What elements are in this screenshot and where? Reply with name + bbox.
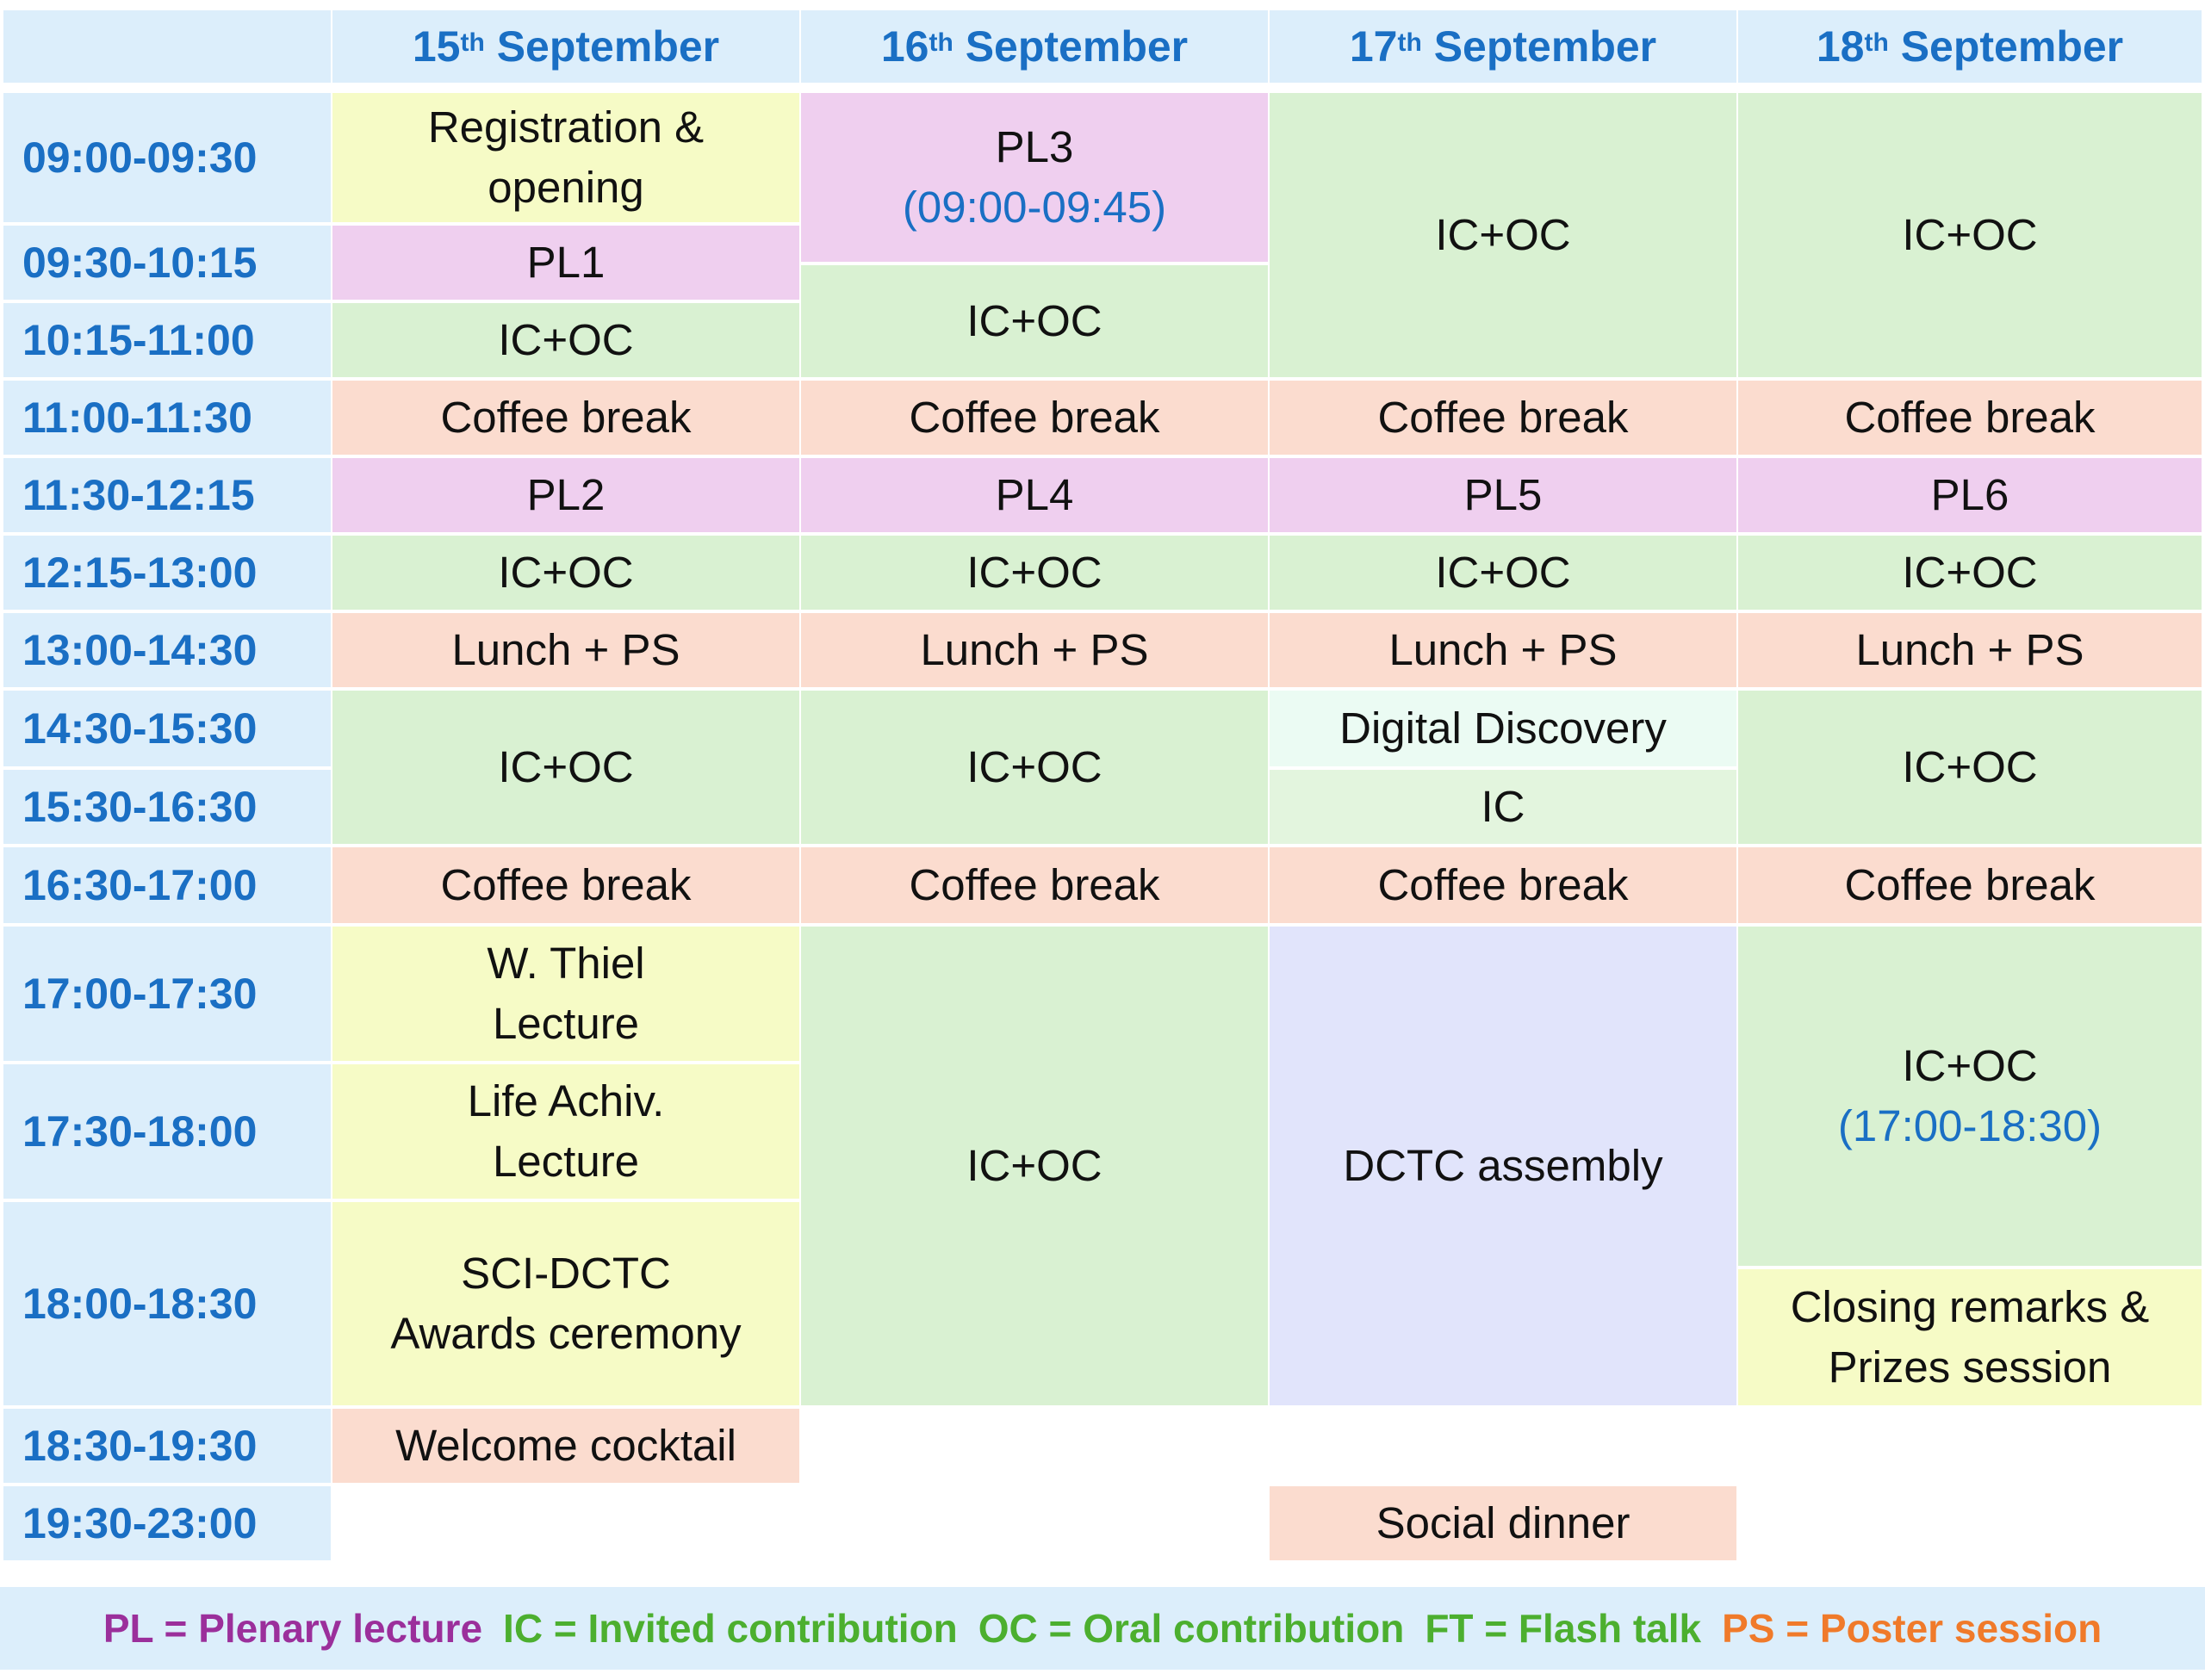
session-coffee-break: Coffee break	[1738, 381, 2202, 455]
legend-ps: PS = Poster session	[1722, 1606, 2103, 1651]
session-icoc: IC+OC	[1738, 536, 2202, 610]
session-coffee-break: Coffee break	[1270, 847, 1736, 923]
time-slot: 11:00-11:30	[3, 381, 331, 455]
session-line: Lecture	[492, 999, 640, 1048]
session-thiel-lecture: W. Thiel Lecture	[332, 927, 799, 1061]
session-time-note: (09:00-09:45)	[902, 183, 1167, 232]
header-corner	[3, 10, 331, 83]
session-line: Prizes session	[1828, 1342, 2112, 1392]
day-number: 18	[1816, 22, 1865, 71]
session-ic: IC	[1270, 770, 1736, 844]
time-slot: 17:30-18:00	[3, 1064, 331, 1199]
session-coffee-break: Coffee break	[801, 847, 1268, 923]
session-line: Registration &	[427, 102, 705, 152]
session-icoc: IC+OC	[1738, 93, 2202, 377]
session-closing-remarks: Closing remarks & Prizes session	[1738, 1269, 2202, 1405]
session-icoc: IC+OC	[801, 536, 1268, 610]
session-life-achievement-lecture: Life Achiv. Lecture	[332, 1064, 799, 1199]
time-slot: 14:30-15:30	[3, 691, 331, 766]
session-line: Life Achiv.	[467, 1076, 665, 1125]
session-line: SCI-DCTC	[461, 1249, 671, 1298]
session-icoc: IC+OC	[801, 265, 1268, 377]
session-coffee-break: Coffee break	[332, 847, 799, 923]
session-icoc: IC+OC	[332, 303, 799, 377]
session-icoc: IC+OC (17:00-18:30)	[1738, 927, 2202, 1266]
session-lunch: Lunch + PS	[332, 613, 799, 687]
session-pl3: PL3 (09:00-09:45)	[801, 93, 1268, 262]
session-icoc: IC+OC	[1270, 93, 1736, 377]
session-icoc: IC+OC	[332, 536, 799, 610]
session-dctc-assembly: DCTC assembly	[1270, 927, 1736, 1405]
day-month: September	[1433, 22, 1657, 71]
session-pl5: PL5	[1270, 458, 1736, 532]
legend-oc: OC = Oral contribution	[978, 1606, 1405, 1651]
time-slot: 09:30-10:15	[3, 226, 331, 300]
session-pl6: PL6	[1738, 458, 2202, 532]
session-line: Closing remarks &	[1790, 1282, 2150, 1331]
time-slot: 10:15-11:00	[3, 303, 331, 377]
session-lunch: Lunch + PS	[801, 613, 1268, 687]
session-line: Lecture	[492, 1137, 640, 1186]
session-registration: Registration & opening	[332, 93, 799, 222]
session-time-note: (17:00-18:30)	[1837, 1101, 2103, 1150]
session-line: IC+OC	[1902, 1041, 2038, 1090]
day-month: September	[496, 22, 720, 71]
session-coffee-break: Coffee break	[1270, 381, 1736, 455]
time-slot: 12:15-13:00	[3, 536, 331, 610]
session-line: PL3	[995, 122, 1074, 171]
session-coffee-break: Coffee break	[1738, 847, 2202, 923]
session-pl4: PL4	[801, 458, 1268, 532]
time-slot: 18:30-19:30	[3, 1409, 331, 1483]
session-coffee-break: Coffee break	[801, 381, 1268, 455]
legend-ic: IC = Invited contribution	[503, 1606, 958, 1651]
session-lunch: Lunch + PS	[1270, 613, 1736, 687]
day-number: 16	[880, 22, 929, 71]
legend: PL = Plenary lecture IC = Invited contri…	[0, 1587, 2205, 1670]
day-number: 15	[412, 22, 461, 71]
session-icoc: IC+OC	[332, 691, 799, 844]
session-line: opening	[488, 163, 644, 212]
session-welcome-cocktail: Welcome cocktail	[332, 1409, 799, 1483]
day-month: September	[1900, 22, 2124, 71]
session-icoc: IC+OC	[801, 691, 1268, 844]
session-line: W. Thiel	[487, 939, 645, 988]
session-icoc: IC+OC	[1738, 691, 2202, 844]
session-awards-ceremony: SCI-DCTC Awards ceremony	[332, 1202, 799, 1405]
time-slot: 15:30-16:30	[3, 770, 331, 844]
time-slot: 13:00-14:30	[3, 613, 331, 687]
time-slot: 09:00-09:30	[3, 93, 331, 222]
session-social-dinner: Social dinner	[1270, 1486, 1736, 1560]
legend-ft: FT = Flash talk	[1425, 1606, 1702, 1651]
legend-pl: PL = Plenary lecture	[102, 1606, 483, 1651]
session-line: Awards ceremony	[390, 1309, 742, 1358]
day-month: September	[965, 22, 1189, 71]
session-pl2: PL2	[332, 458, 799, 532]
time-slot: 16:30-17:00	[3, 847, 331, 923]
time-slot: 19:30-23:00	[3, 1486, 331, 1560]
time-slot: 18:00-18:30	[3, 1202, 331, 1405]
time-slot: 17:00-17:30	[3, 927, 331, 1061]
day-number: 17	[1349, 22, 1398, 71]
session-lunch: Lunch + PS	[1738, 613, 2202, 687]
time-slot: 11:30-12:15	[3, 458, 331, 532]
session-pl1: PL1	[332, 226, 799, 300]
session-icoc: IC+OC	[1270, 536, 1736, 610]
session-icoc: IC+OC	[801, 927, 1268, 1405]
session-digital-discovery: Digital Discovery	[1270, 691, 1736, 766]
session-coffee-break: Coffee break	[332, 381, 799, 455]
